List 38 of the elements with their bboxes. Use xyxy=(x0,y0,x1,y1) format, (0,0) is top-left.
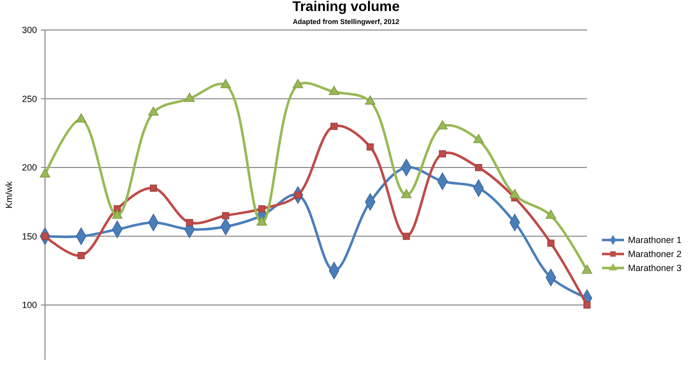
y-tick-label: 300 xyxy=(22,25,37,35)
point xyxy=(366,143,374,150)
point xyxy=(510,189,520,198)
point xyxy=(184,92,195,102)
point xyxy=(401,189,412,198)
point xyxy=(112,210,122,219)
y-tick-label: 150 xyxy=(22,231,37,242)
point xyxy=(220,79,231,88)
y-tick-label: 100 xyxy=(22,300,37,310)
point xyxy=(78,252,85,260)
point xyxy=(258,205,266,212)
point xyxy=(546,210,556,219)
point xyxy=(186,218,194,226)
point xyxy=(475,164,482,172)
legend-label: Marathoner 3 xyxy=(628,263,682,273)
point xyxy=(364,96,376,105)
point xyxy=(328,86,340,96)
point xyxy=(582,264,592,274)
point xyxy=(256,216,268,226)
legend-label: Marathoner 1 xyxy=(628,235,682,245)
point xyxy=(222,212,230,220)
point xyxy=(547,240,554,247)
chart-title: Training volume xyxy=(292,0,400,14)
point xyxy=(437,120,448,130)
point xyxy=(148,106,159,116)
point xyxy=(583,301,591,309)
point xyxy=(402,232,410,240)
point xyxy=(150,184,157,192)
y-tick-label: 200 xyxy=(22,162,37,172)
point xyxy=(473,134,484,144)
y-axis-title: Km/wk xyxy=(4,181,14,208)
point xyxy=(292,79,304,88)
legend-label: Marathoner 2 xyxy=(628,249,682,259)
point xyxy=(330,122,338,130)
point xyxy=(438,150,446,158)
y-tick-label: 250 xyxy=(22,94,37,104)
point xyxy=(76,113,86,123)
point xyxy=(40,168,50,178)
